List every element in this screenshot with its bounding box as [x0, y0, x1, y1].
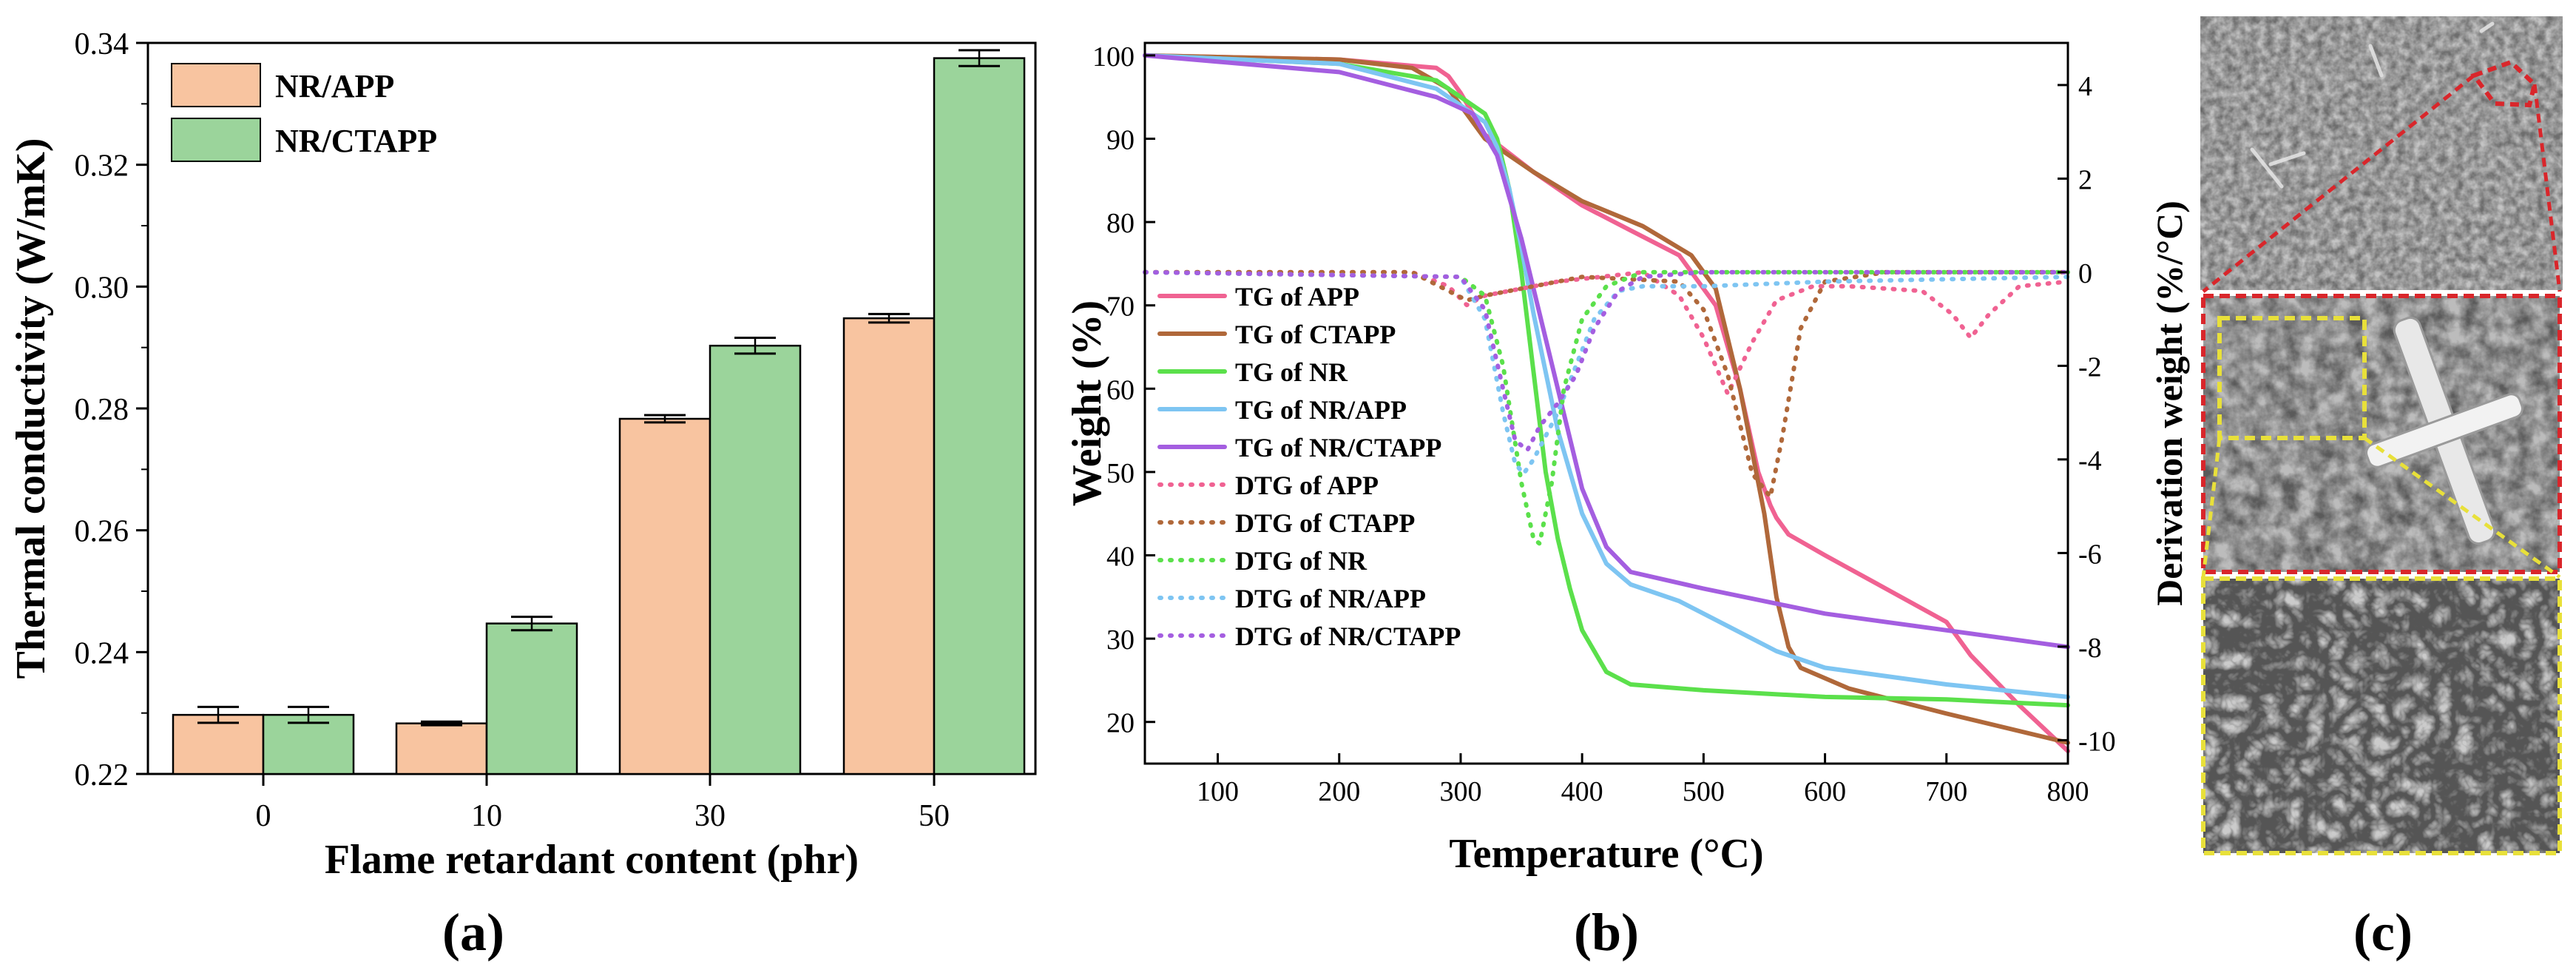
sem-image-high-magnification: [2201, 576, 2562, 855]
tga-legend: TG of APP TG of CTAPP TG of NR TG of NR/APP…: [1157, 282, 1461, 651]
bar-nr-ctapp-50: [933, 57, 1026, 775]
legend-label-tg-of-nr-ctapp: TG of NR/CTAPP: [1235, 433, 1441, 462]
tga-y2-tick-label: -2: [2078, 351, 2102, 383]
bar-legend: NR/APP NR/CTAPP: [171, 63, 437, 162]
bar-x-tick-label: 50: [919, 799, 950, 833]
bar-nr-app-30: [618, 417, 711, 775]
legend-label-dtg-of-ctapp: DTG of CTAPP: [1235, 508, 1415, 538]
tga-y2-tick-label: 4: [2078, 71, 2092, 102]
bar-x-tick-label: 0: [256, 799, 271, 833]
tga-y2-tick-label: -8: [2078, 633, 2102, 664]
tga-y-tick-label: 60: [1106, 374, 1135, 405]
bar-y-axis-ticks: 0.22 0.24 0.26 0.28 0.30 0.32 0.34: [75, 27, 148, 792]
tga-y-tick-label: 40: [1106, 541, 1135, 572]
tga-y2-axis-label: Derivation weight (%/°C): [2149, 201, 2190, 606]
sem-zoom-region-red: [2470, 59, 2538, 108]
bar-nr-app-10: [395, 722, 488, 775]
bar-y-tick-label: 0.28: [75, 393, 129, 427]
series-dtg-of-app: [1143, 269, 2070, 397]
sem-image-medium-magnification: [2201, 294, 2562, 579]
bar-y-tick-label: 0.22: [75, 758, 129, 792]
bar-x-tick-label: 10: [471, 799, 502, 833]
legend-label-tg-of-app: TG of APP: [1235, 282, 1359, 312]
series-dtg-of-nr-ctapp: [1143, 269, 2070, 453]
sem-frame-red: [2201, 294, 2562, 574]
tga-y2-tick-label: 2: [2078, 164, 2092, 195]
legend-label-tg-of-nr-app: TG of NR/APP: [1235, 395, 1407, 425]
legend-swatch-nr-app: [171, 63, 261, 107]
legend-label-dtg-of-nr-ctapp: DTG of NR/CTAPP: [1235, 622, 1461, 651]
tga-x-tick-label: 100: [1197, 776, 1239, 807]
sem-micrograph-image: [2200, 16, 2563, 855]
tga-x-tick-label: 500: [1683, 776, 1725, 807]
tga-x-axis-label: Temperature (°C): [1449, 831, 1763, 877]
tga-series-group: [1143, 53, 2070, 754]
sem-image-low-magnification: [2200, 16, 2563, 293]
bar-series-group: [172, 57, 1026, 775]
tga-x-axis-ticks: 100 200 300 400 500 600 700 800: [1197, 753, 2089, 807]
panel-label-b: (b): [1574, 903, 1639, 962]
bar-x-tick-label: 30: [694, 799, 726, 833]
tga-x-tick-label: 700: [1925, 776, 1967, 807]
bar-nr-app-50: [842, 317, 936, 775]
sem-crystal-cross: [2365, 316, 2523, 545]
tga-x-tick-label: 200: [1318, 776, 1360, 807]
bar-y-tick-label: 0.30: [75, 271, 129, 305]
tga-y2-tick-label: -6: [2078, 539, 2102, 570]
legend-label-dtg-of-app: DTG of APP: [1235, 471, 1379, 500]
tga-plot-frame: [1143, 41, 2069, 765]
tga-y2-axis-ticks: -10 -8 -6 -4 -2 0 2 4: [2058, 71, 2116, 757]
bar-y-tick-label: 0.34: [75, 27, 129, 61]
legend-label-nr-app: NR/APP: [275, 68, 394, 104]
bar-nr-ctapp-0: [262, 713, 355, 775]
bar-error-bars: [197, 49, 1000, 727]
tga-y-tick-label: 100: [1092, 41, 1135, 73]
tga-y2-tick-label: -10: [2078, 726, 2116, 757]
tga-x-tick-label: 300: [1439, 776, 1481, 807]
tga-x-tick-label: 800: [2047, 776, 2089, 807]
tga-y-tick-label: 20: [1106, 708, 1135, 739]
series-tg-of-nr-ctapp: [1143, 53, 2070, 650]
tga-y2-tick-label: -4: [2078, 445, 2102, 477]
bar-y-axis-label: Thermal conductivity (W/mK): [8, 138, 54, 679]
legend-label-nr-ctapp: NR/CTAPP: [275, 123, 437, 159]
sem-frame-yellow: [2201, 576, 2562, 855]
bar-nr-ctapp-30: [709, 344, 802, 775]
series-dtg-of-nr-app: [1143, 269, 2070, 476]
bar-x-axis-label: Flame retardant content (phr): [325, 837, 859, 883]
series-dtg-of-nr: [1143, 269, 2070, 546]
tga-y-tick-label: 70: [1106, 292, 1135, 323]
sem-zoom-region-yellow: [2217, 316, 2367, 440]
bar-nr-ctapp-10: [485, 622, 578, 775]
series-dtg-of-ctapp: [1143, 269, 2070, 499]
bar-y-tick-label: 0.26: [75, 515, 129, 549]
tga-y-axis-label: Weight (%): [1064, 300, 1110, 506]
tga-y-tick-label: 50: [1106, 458, 1135, 489]
bar-y-tick-label: 0.24: [75, 636, 129, 670]
bar-chart-panel: 0.22 0.24 0.26 0.28 0.30 0.32 0.34 0 10 30 50 NR/…: [8, 27, 1037, 962]
tga-y2-tick-label: 0: [2078, 258, 2092, 289]
panel-label-c: (c): [2353, 903, 2413, 962]
tga-y-tick-label: 80: [1106, 208, 1135, 239]
tga-chart-panel: 100 200 300 400 500 600 700 800 203040506070809…: [1064, 41, 2190, 962]
bar-x-axis-ticks: 0 10 30 50: [256, 774, 950, 833]
panel-label-a: (a): [442, 903, 504, 962]
bar-y-tick-label: 0.32: [75, 149, 129, 184]
tga-y-tick-label: 30: [1106, 624, 1135, 656]
legend-label-tg-of-nr: TG of NR: [1235, 357, 1348, 387]
series-tg-of-nr: [1143, 53, 2070, 708]
tga-x-tick-label: 600: [1804, 776, 1846, 807]
legend-swatch-nr-ctapp: [171, 118, 261, 162]
legend-label-dtg-of-nr: DTG of NR: [1235, 546, 1368, 576]
legend-label-tg-of-ctapp: TG of CTAPP: [1235, 320, 1396, 349]
legend-label-dtg-of-nr-app: DTG of NR/APP: [1235, 584, 1426, 613]
tga-y-tick-label: 90: [1106, 124, 1135, 155]
tga-x-tick-label: 400: [1561, 776, 1603, 807]
tga-y-axis-ticks: 20 30 40 50 60 70 80 90 100: [1092, 41, 1155, 739]
